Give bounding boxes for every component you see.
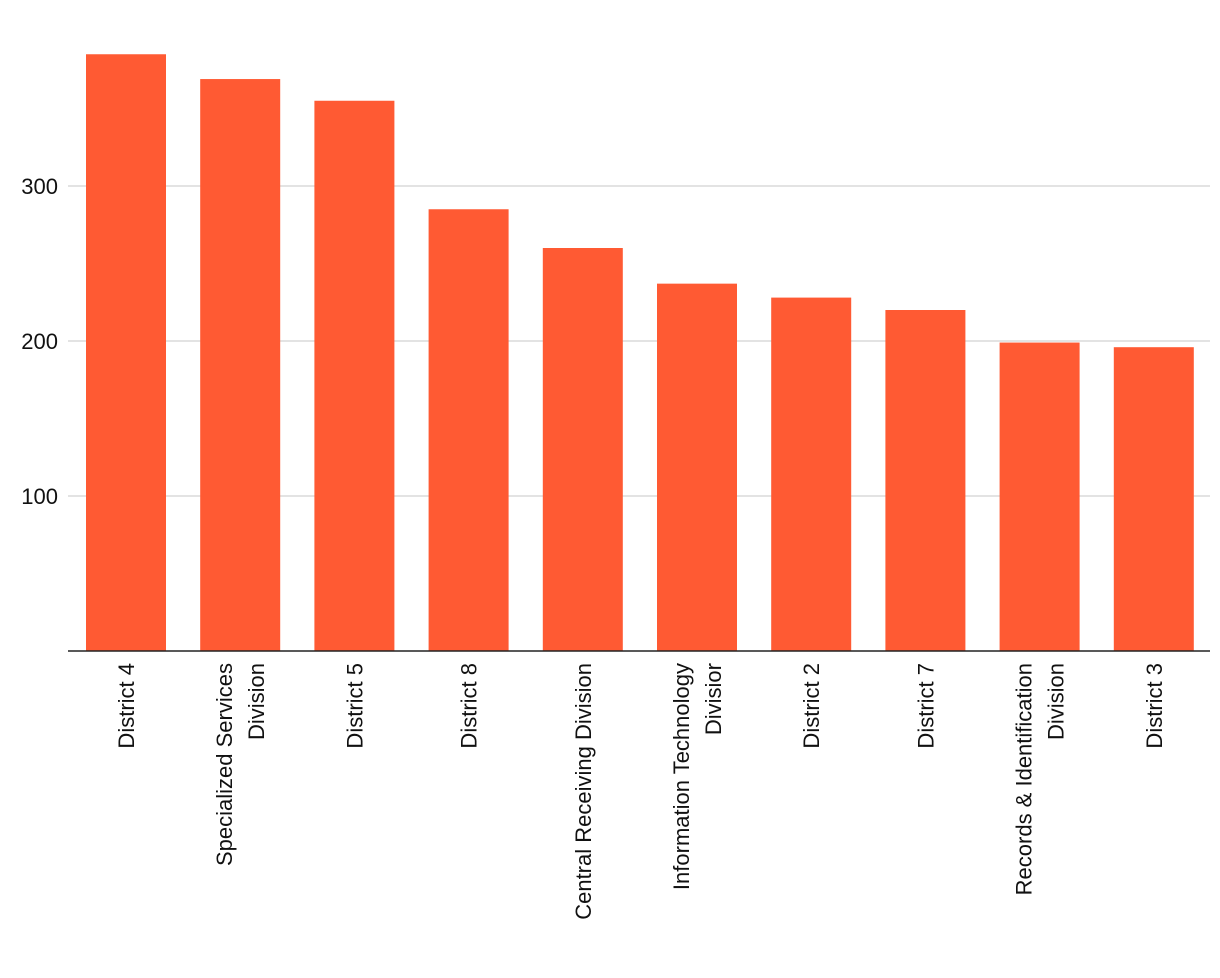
bar bbox=[314, 100, 395, 651]
bars bbox=[86, 54, 1194, 652]
y-tick-label: 100 bbox=[21, 484, 58, 509]
x-tick-label: District 8 bbox=[457, 663, 482, 749]
x-tick-label: District 3 bbox=[1142, 663, 1167, 749]
bar bbox=[200, 79, 281, 652]
x-tick-label: District 4 bbox=[114, 663, 139, 749]
y-tick-label: 200 bbox=[21, 329, 58, 354]
bar bbox=[86, 54, 166, 651]
bar bbox=[657, 283, 737, 651]
x-tick-label: Division bbox=[1044, 663, 1069, 740]
x-tick-label: Central Receiving Division bbox=[571, 663, 596, 920]
x-tick-label: District 2 bbox=[799, 663, 824, 749]
x-tick-label: Divisior bbox=[701, 663, 726, 735]
x-tick-labels: District 4 Specialized Services Division Di… bbox=[114, 663, 1167, 920]
bar bbox=[885, 310, 966, 651]
bar bbox=[771, 297, 852, 651]
x-tick-label: Information Technology bbox=[669, 663, 694, 890]
y-tick-labels: 100 200 300 bbox=[21, 174, 58, 509]
x-tick-label: District 5 bbox=[342, 663, 367, 749]
x-tick-label: Division bbox=[244, 663, 269, 740]
x-tick-label: Records & Identification bbox=[1012, 663, 1037, 895]
x-tick-label: District 7 bbox=[913, 663, 938, 749]
bar bbox=[542, 248, 623, 651]
bar bbox=[999, 342, 1080, 651]
bar bbox=[428, 209, 509, 651]
x-tick-label: Specialized Services bbox=[212, 663, 237, 866]
bar bbox=[1113, 347, 1194, 651]
y-tick-label: 300 bbox=[21, 174, 58, 199]
